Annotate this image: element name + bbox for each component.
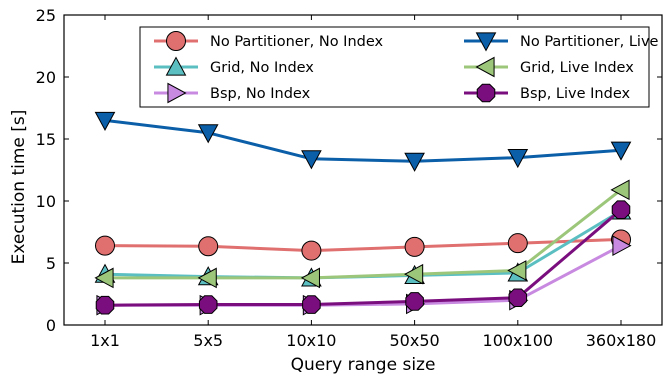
- legend-label: Grid, Live Index: [520, 60, 634, 76]
- y-tick-label: 15: [36, 130, 56, 149]
- data-point: [405, 292, 424, 311]
- series-line: [104, 118, 622, 163]
- data-point: [302, 295, 321, 314]
- data-point: [95, 235, 115, 256]
- legend-item: Bsp, Live Index: [464, 83, 630, 103]
- series-0: [95, 229, 631, 261]
- data-point: [198, 236, 219, 257]
- data-point: [94, 267, 114, 289]
- series-line: [104, 209, 622, 280]
- data-point: [610, 141, 632, 161]
- data-point: [507, 233, 528, 254]
- legend-marker: [166, 31, 186, 51]
- data-point: [507, 260, 527, 281]
- y-axis-title: Execution time [s]: [9, 110, 29, 265]
- legend-label: No Partitioner, No Index: [210, 34, 384, 50]
- series-3: [94, 179, 630, 289]
- legend-item: Bsp, No Index: [154, 82, 311, 104]
- series-line: [104, 208, 622, 307]
- data-point: [404, 152, 425, 172]
- data-point: [94, 111, 116, 131]
- legend-label: Grid, No Index: [210, 60, 314, 76]
- data-point: [404, 263, 424, 285]
- legend-item: Grid, No Index: [154, 56, 314, 76]
- plot-frame: [63, 14, 663, 326]
- x-tick-label: 100x100: [483, 331, 554, 350]
- data-point: [95, 295, 115, 315]
- x-tick-label: 50x50: [390, 331, 440, 350]
- x-tick-label: 5x5: [193, 331, 223, 350]
- x-tick-label: 1x1: [90, 331, 120, 350]
- series-5: [95, 200, 631, 315]
- legend-item: No Partitioner, Live Index: [464, 32, 663, 52]
- legend-box: [139, 26, 650, 108]
- data-point: [612, 235, 632, 256]
- legend-marker: [475, 32, 497, 52]
- x-axis-title: Query range size: [291, 355, 436, 374]
- data-point: [507, 149, 529, 169]
- x-tick-label: 10x10: [286, 331, 336, 350]
- data-point: [301, 150, 322, 170]
- data-point: [610, 179, 630, 201]
- data-point: [300, 267, 320, 289]
- y-tick-label: 0: [46, 316, 56, 335]
- data-point: [197, 124, 219, 144]
- legend-marker: [475, 56, 495, 78]
- legend-label: Bsp, Live Index: [520, 86, 630, 102]
- data-point: [611, 200, 631, 219]
- series-1: [94, 111, 632, 172]
- legend-item: Grid, Live Index: [464, 56, 634, 78]
- legend-label: No Partitioner, Live Index: [520, 34, 663, 50]
- legend-marker: [165, 56, 187, 76]
- legend-item: No Partitioner, No Index: [154, 31, 384, 51]
- data-point: [301, 240, 322, 261]
- x-tick-label: 360x180: [586, 331, 657, 350]
- data-point: [197, 267, 217, 289]
- series-line: [104, 237, 622, 253]
- y-tick-label: 10: [36, 192, 56, 211]
- legend-marker: [167, 82, 187, 104]
- y-tick-label: 25: [36, 6, 56, 25]
- legend-label: Bsp, No Index: [210, 86, 311, 102]
- series-line: [105, 188, 622, 280]
- data-point: [508, 288, 528, 307]
- y-tick-label: 20: [36, 68, 56, 87]
- legend-marker: [476, 83, 496, 103]
- data-point: [198, 295, 218, 314]
- y-tick-label: 5: [46, 254, 56, 273]
- data-point: [404, 236, 425, 257]
